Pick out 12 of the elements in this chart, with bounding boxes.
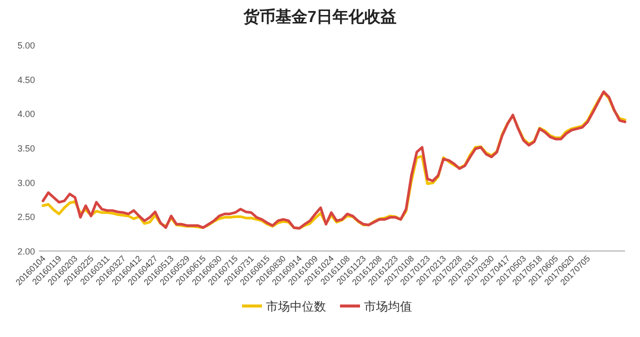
ytick: 4.00 — [17, 109, 35, 120]
ytick: 3.00 — [17, 178, 35, 188]
legend-label: 市场中位数 — [266, 300, 326, 314]
legend-label: 市场均值 — [364, 300, 412, 314]
ytick: 4.50 — [17, 74, 35, 85]
legend-item: 市场中位数 — [242, 300, 326, 314]
ytick: 5.00 — [17, 40, 35, 50]
ytick: 2.50 — [17, 212, 35, 222]
ytick: 3.50 — [17, 144, 35, 154]
legend-item: 市场均值 — [340, 300, 412, 314]
ytick: 2.00 — [17, 246, 35, 256]
title: 货币基金7日年化收益 — [244, 9, 396, 26]
